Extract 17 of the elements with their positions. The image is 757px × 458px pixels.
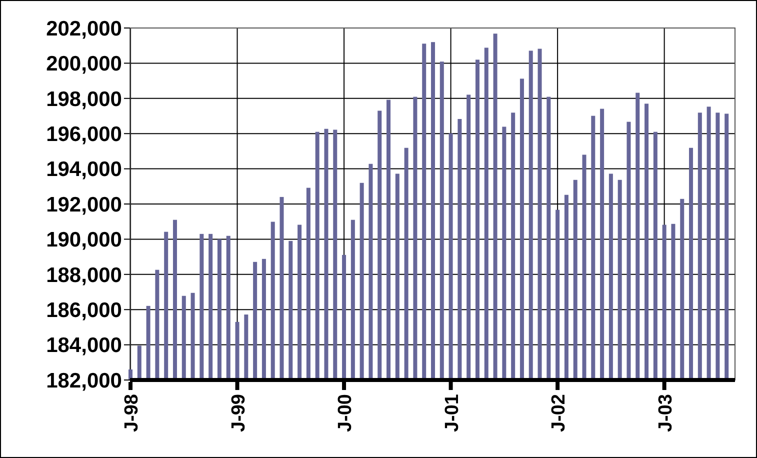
x-tick-label: J-02	[548, 394, 570, 432]
y-tick-label: 198,000	[46, 88, 122, 111]
x-tick-label: J-98	[122, 394, 142, 432]
x-tick-label: J-03	[655, 394, 676, 432]
y-tick-label: 202,000	[46, 17, 122, 40]
y-tick-label: 200,000	[46, 52, 122, 76]
y-tick-label: 196,000	[46, 122, 122, 146]
y-tick-label: 192,000	[46, 193, 122, 216]
y-tick-label: 188,000	[46, 264, 122, 287]
y-tick-label: 186,000	[46, 298, 122, 322]
x-tick-label: J-00	[335, 394, 356, 432]
y-tick-label: 190,000	[46, 228, 122, 252]
y-tick-label: 184,000	[46, 334, 122, 358]
x-tick-label: J-01	[442, 394, 463, 432]
y-tick-label: 182,000	[46, 369, 122, 392]
x-tick-label: J-99	[228, 394, 250, 432]
y-tick-label: 194,000	[46, 158, 122, 182]
